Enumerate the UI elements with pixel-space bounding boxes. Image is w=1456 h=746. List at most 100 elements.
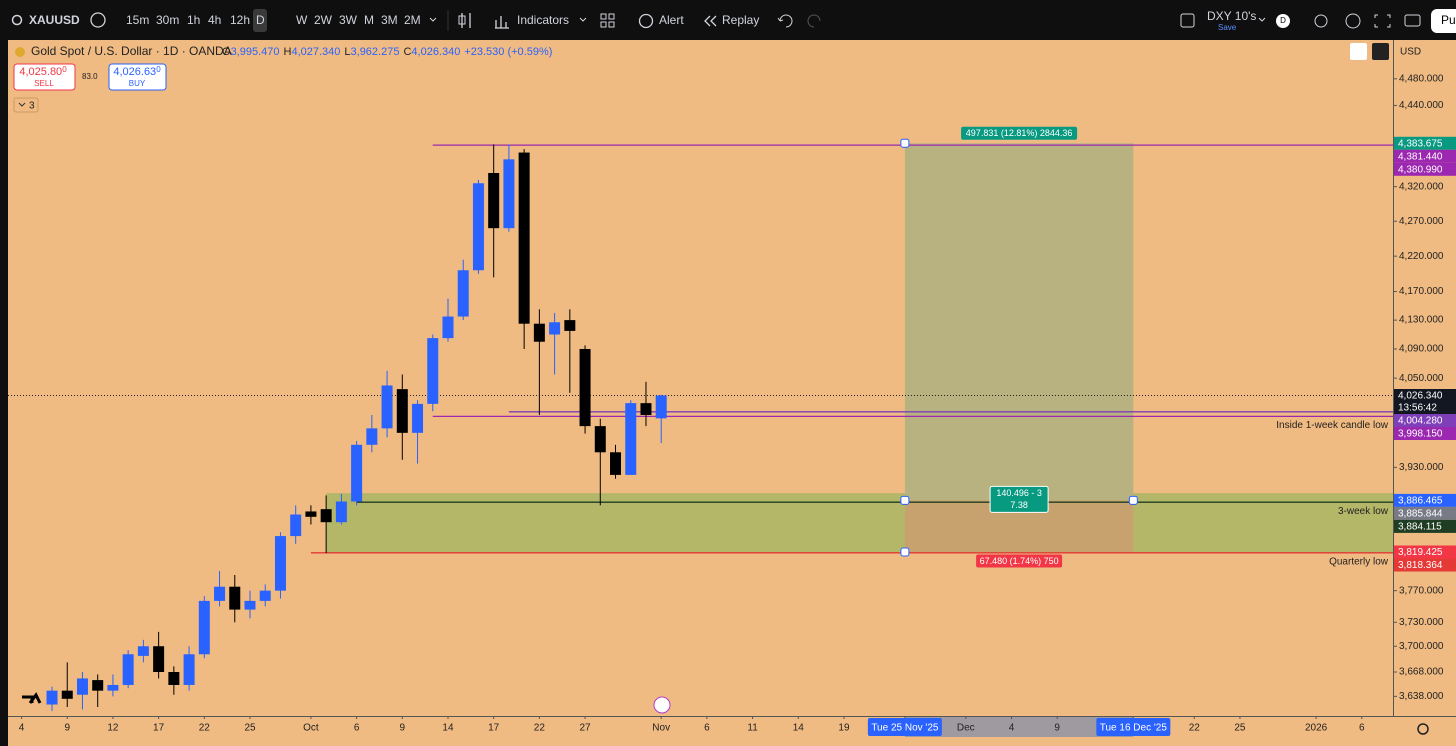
object-tree[interactable] [1372,43,1389,60]
candle-body [442,316,454,339]
currency[interactable]: USD [1400,47,1421,58]
interval[interactable]: 15m [126,13,149,27]
time-axis[interactable] [8,716,1456,746]
active-interval-bg [253,9,267,32]
price-tag-label: 4,004.280 [1398,416,1443,427]
candle-body [564,320,576,331]
x-tick-label: 17 [488,723,500,734]
indicator-arrow [18,102,26,107]
interval[interactable]: W [296,13,308,27]
news-icon[interactable] [653,696,671,714]
ohlc-key: H [284,46,292,58]
price-tag-label: 4,381.440 [1398,151,1443,162]
candle-body [183,654,195,685]
y-tick-label: 3,930.000 [1399,462,1444,473]
replay-icon[interactable] [704,15,717,27]
interval[interactable]: 4h [208,13,221,27]
overlay: Gold Spot / U.S. Dollar · 1D · OANDA O3,… [13,43,1456,736]
price-tag-label: 4,026.340 [1398,391,1443,402]
indicator-toggle[interactable] [13,97,39,113]
x-tick-label: Oct [303,723,319,734]
interval[interactable]: 30m [156,13,179,27]
sell-price-sup: 0 [62,65,67,74]
candle-body [381,385,393,429]
x-tick-label: 17 [153,723,165,734]
fullscreen[interactable] [1374,14,1391,28]
sell-button[interactable] [13,63,76,91]
chart-pane[interactable] [8,40,1393,716]
ohlc-key: L [344,46,350,58]
replay-button[interactable]: Replay [722,13,759,27]
buy-button[interactable] [108,63,167,91]
symbol[interactable]: XAUUSD [29,13,80,27]
sell-price: 4,025.800 [19,65,67,78]
ohlc-change: +23.530 (+0.59%) [464,46,552,58]
x-tick-label: 19 [838,723,850,734]
more-intervals[interactable] [429,17,437,22]
ohlc-value: 3,962.275 [351,46,400,58]
avatar[interactable] [1276,14,1290,28]
price-tag [1394,558,1456,572]
interval[interactable]: 3W [339,13,358,27]
interval[interactable]: D [256,13,265,27]
candle-body [518,152,530,324]
ohlc-key: C [403,46,411,58]
interval[interactable]: 1h [187,13,200,27]
candle-body [351,444,363,502]
candle-body [229,586,241,610]
x-tick-label: 6 [1359,723,1365,734]
interval[interactable]: M [364,13,374,27]
templates-arrow[interactable] [579,17,587,22]
price-tag [1394,414,1456,428]
axis-settings[interactable] [1417,723,1429,735]
x-tick-label: 4 [19,723,25,734]
y-tick-label: 4,320.000 [1399,181,1444,192]
search-icon[interactable] [11,14,23,26]
buy-label: BUY [129,79,146,88]
y-tick-label: 3,638.000 [1399,691,1444,702]
add-symbol[interactable] [90,12,106,28]
candle-body [488,172,500,229]
redo[interactable] [807,14,821,28]
candle-body [533,323,545,342]
buy-price: 4,026.630 [113,65,161,78]
interval[interactable]: 2W [314,13,333,27]
interval[interactable]: 12h [230,13,250,27]
x-tick-highlight [1096,718,1171,736]
layout-cell [600,13,607,20]
layout-menu[interactable] [1258,17,1266,22]
interval[interactable]: 2M [404,13,421,27]
settings[interactable] [1345,13,1361,29]
indicators-icon[interactable] [495,16,509,29]
price-tag-label: 3,819.425 [1398,547,1443,558]
candle-body [335,501,347,523]
candle-body [61,690,73,699]
alert-icon[interactable] [638,13,654,29]
layout-cell [608,21,615,28]
candle-body [549,322,561,335]
scroll-down[interactable] [1350,43,1367,60]
y-tick-label: 4,220.000 [1399,251,1444,262]
candle-body [214,586,226,601]
x-tick-label: 6 [704,723,710,734]
x-tick-highlight [867,718,942,736]
publish-button[interactable] [1431,9,1456,33]
candle-body [107,684,119,691]
layout-name[interactable]: DXY 10's [1207,9,1256,23]
indicators-button[interactable]: Indicators [517,13,569,27]
quick-search[interactable] [1314,14,1328,28]
snapshot[interactable] [1404,14,1421,27]
candle-body [274,536,286,591]
interval[interactable]: 3M [381,13,398,27]
y-tick-label: 4,480.000 [1399,73,1444,84]
layout-checkbox[interactable] [1180,13,1195,28]
undo[interactable] [777,14,793,28]
alert-button[interactable]: Alert [659,13,684,27]
candle-body [168,672,180,685]
layout-icon[interactable] [600,13,615,28]
x-tick-label: 9 [64,723,70,734]
y-tick-label: 3,700.000 [1399,641,1444,652]
save-status[interactable]: Save [1218,23,1237,32]
x-tick-label: 11 [747,723,758,734]
